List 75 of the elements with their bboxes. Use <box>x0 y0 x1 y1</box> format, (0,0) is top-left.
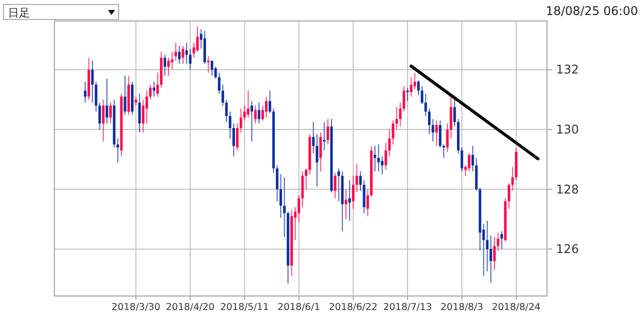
candlestick <box>496 232 500 252</box>
candlestick <box>210 60 214 76</box>
y-tick-label: 130 <box>556 122 579 137</box>
candlestick <box>319 132 322 172</box>
candlestick <box>109 102 112 124</box>
candlestick <box>106 78 108 124</box>
x-tick-label: 2018/6/1 <box>278 302 320 313</box>
candlestick <box>207 56 210 74</box>
candlestick <box>164 54 166 76</box>
candlestick <box>283 176 286 238</box>
candlestick <box>91 60 94 104</box>
candlestick <box>486 220 489 272</box>
candlestick <box>442 144 446 158</box>
candlestick <box>374 145 376 172</box>
candlestick <box>438 120 442 148</box>
candlestick <box>174 42 178 62</box>
candlestick <box>410 76 412 98</box>
candlestick <box>84 81 86 104</box>
x-tick-label: 2018/3/30 <box>112 302 160 313</box>
x-tick-label: 2018/8/24 <box>492 302 541 313</box>
candlestick <box>102 99 105 142</box>
candlestick <box>435 120 438 146</box>
y-tick-label: 132 <box>556 62 579 77</box>
candlestick <box>424 93 427 117</box>
candlestick <box>453 98 456 128</box>
x-tick-label: 2018/7/13 <box>383 302 432 313</box>
candlestick <box>326 118 330 145</box>
y-tick-label: 126 <box>556 242 579 256</box>
candlestick <box>493 236 496 270</box>
candlestick <box>138 93 141 133</box>
candlestick <box>428 108 431 134</box>
candlestick <box>145 90 148 124</box>
candlestick <box>152 81 156 98</box>
candlestick <box>265 96 268 118</box>
candlestick <box>359 170 362 192</box>
candlestick <box>218 72 220 94</box>
x-tick-label: 2018/4/20 <box>166 302 215 313</box>
candlestick <box>178 45 181 64</box>
candlestick <box>384 142 388 170</box>
candlestick <box>414 72 416 90</box>
candlestick <box>337 168 340 202</box>
candlestick <box>380 156 384 175</box>
candlestick <box>250 100 254 142</box>
x-tick-label: 2018/8/3 <box>440 302 484 313</box>
candlestick <box>203 30 206 64</box>
x-tick-label: 2018/6/22 <box>328 302 378 313</box>
candlestick <box>471 145 474 172</box>
candlestick <box>142 99 144 133</box>
candlestick <box>322 122 326 151</box>
candlestick <box>334 172 336 199</box>
candlestick <box>156 72 159 98</box>
candlestick <box>188 48 192 70</box>
candlestick <box>417 80 420 96</box>
x-tick-label: 2018/5/11 <box>220 302 269 313</box>
candlestick <box>268 90 272 114</box>
candlestick <box>254 105 257 124</box>
candlestick <box>377 144 380 172</box>
candlestick <box>280 174 282 218</box>
candlestick <box>356 163 358 193</box>
candlestick <box>182 45 184 64</box>
candlestick <box>261 105 264 122</box>
candlestick <box>406 87 409 102</box>
candlestick <box>366 188 369 217</box>
candlestick <box>490 235 492 284</box>
candlestick <box>500 230 503 250</box>
text: 日足 <box>8 6 30 20</box>
candlestick <box>116 138 120 163</box>
text: 18/08/25 06:00 <box>546 4 638 18</box>
candlestick <box>352 175 354 210</box>
candlestick <box>124 75 126 116</box>
candlestick <box>362 180 366 214</box>
candlestick <box>468 152 470 172</box>
candlestick <box>258 102 260 124</box>
candlestick <box>246 90 250 118</box>
y-tick-label: 128 <box>556 182 579 196</box>
